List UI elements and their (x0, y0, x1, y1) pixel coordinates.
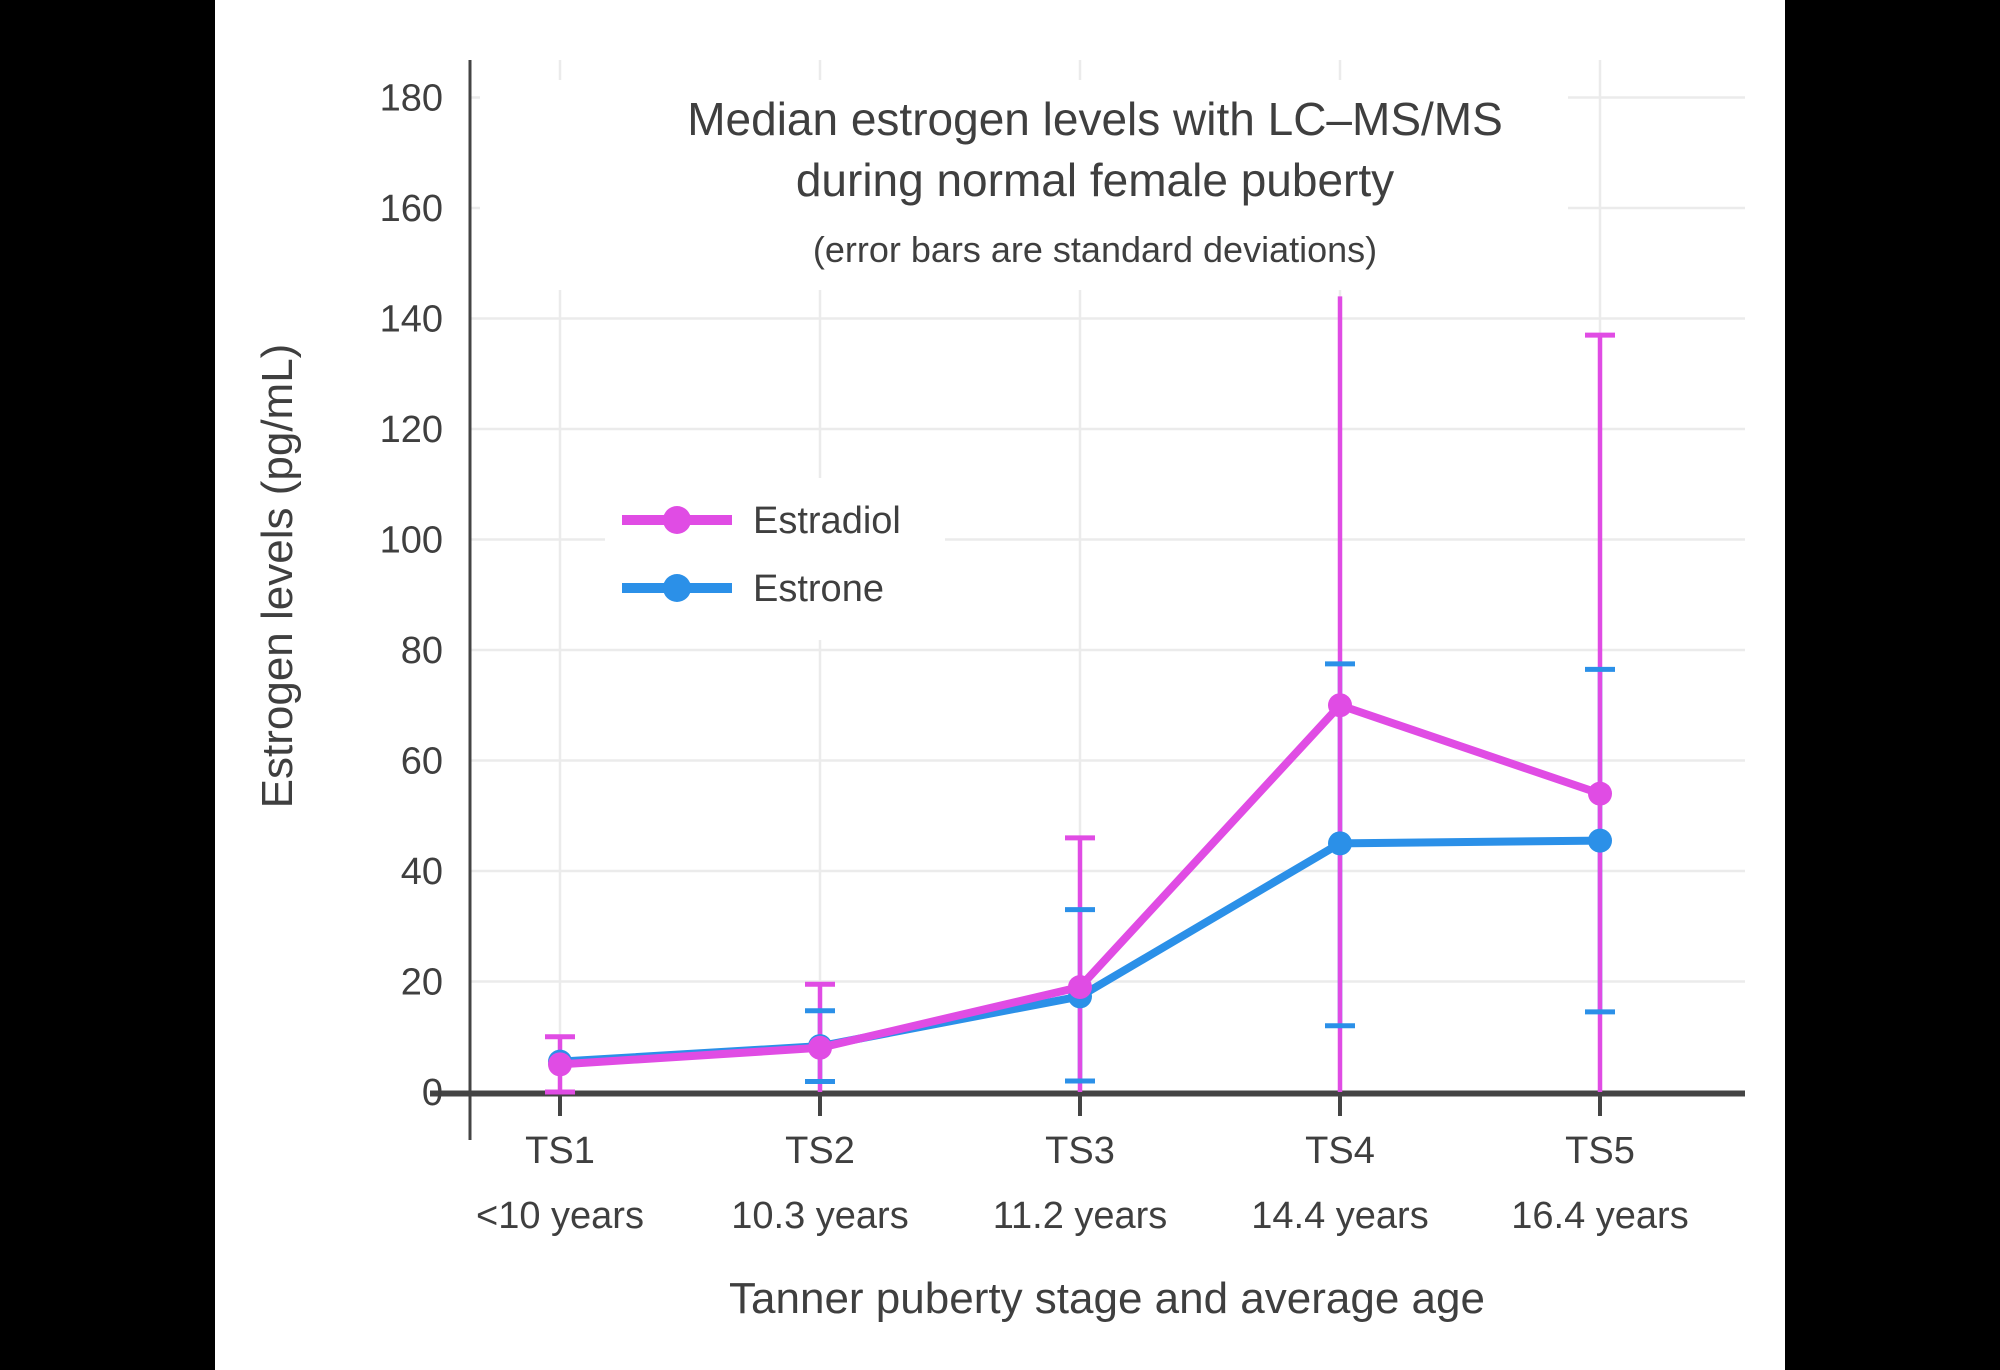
estradiol-marker (1588, 781, 1612, 806)
y-tick-label: 120 (380, 409, 443, 451)
estrone-marker (1328, 831, 1352, 856)
x-tick-age-label: 11.2 years (993, 1195, 1168, 1237)
y-tick-label: 100 (380, 520, 443, 562)
chart-title-line2: during normal female puberty (796, 154, 1394, 206)
legend-label-estradiol: Estradiol (753, 500, 901, 542)
title-background (480, 80, 1568, 290)
axis-tick-labels: 0 20 40 60 80 100 120 140 160 180 TS1 <10 years TS2 1… (380, 78, 1689, 1238)
y-tick-label: 20 (401, 962, 443, 1004)
legend-swatch-marker (663, 574, 691, 602)
y-tick-label: 180 (380, 78, 443, 120)
y-tick-label: 160 (380, 188, 443, 230)
estradiol-marker (1328, 693, 1352, 718)
x-tick-age-label: 14.4 years (1251, 1195, 1428, 1237)
y-tick-label: 80 (401, 630, 443, 672)
legend-swatch-marker (663, 506, 691, 534)
x-tick-age-label: 10.3 years (731, 1195, 908, 1237)
estrone-marker (1588, 828, 1612, 853)
x-tick-stage-label: TS2 (785, 1130, 855, 1172)
x-tick-stage-label: TS1 (525, 1130, 595, 1172)
x-tick-age-label: <10 years (476, 1195, 644, 1237)
series-lines (548, 693, 1612, 1077)
legend-swatches (622, 506, 732, 602)
estradiol-marker (808, 1035, 832, 1060)
axes (430, 60, 1745, 1140)
chart-subtitle: (error bars are standard deviations) (813, 229, 1377, 270)
x-axis-title: Tanner puberty stage and average age (729, 1274, 1485, 1323)
legend: Estradiol Estrone (605, 478, 945, 640)
estradiol-marker (548, 1052, 572, 1077)
legend-label-estrone: Estrone (753, 568, 884, 610)
legend-background (605, 478, 945, 640)
estradiol-marker (1068, 975, 1092, 1000)
y-axis-title: Estrogen levels (pg/mL) (253, 344, 302, 809)
x-tick-age-label: 16.4 years (1511, 1195, 1688, 1237)
chart-title-line1: Median estrogen levels with LC–MS/MS (687, 93, 1503, 145)
y-tick-label: 40 (401, 851, 443, 893)
y-tick-label: 140 (380, 299, 443, 341)
x-tick-stage-label: TS5 (1565, 1130, 1635, 1172)
x-tick-stage-label: TS4 (1305, 1130, 1375, 1172)
y-tick-label: 60 (401, 741, 443, 783)
y-tick-label: 0 (422, 1072, 443, 1114)
x-tick-stage-label: TS3 (1045, 1130, 1115, 1172)
